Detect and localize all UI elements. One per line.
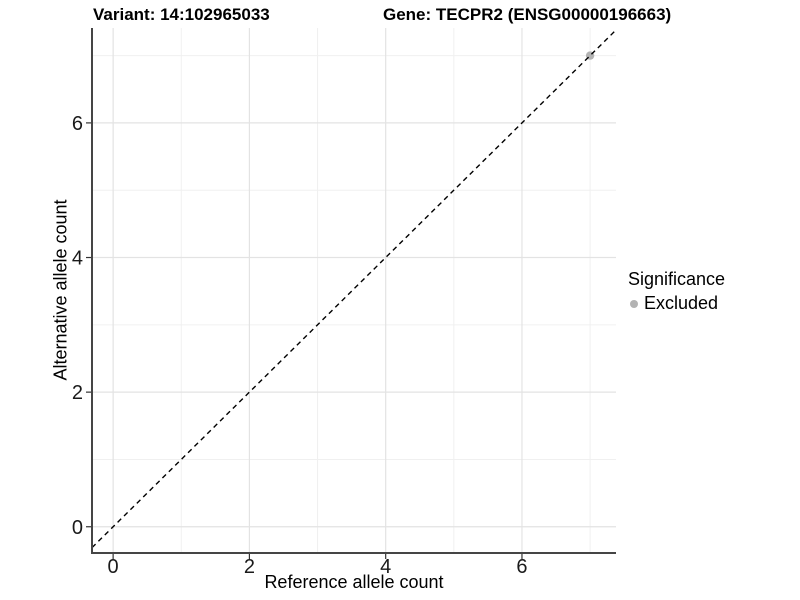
y-tick-label: 4: [72, 248, 83, 270]
x-axis-title: Reference allele count: [264, 572, 444, 592]
x-tick-label: 4: [380, 556, 391, 578]
y-axis-title: Alternative allele count: [50, 199, 71, 381]
legend-entries: Excluded: [628, 293, 725, 314]
legend-entry-label: Excluded: [644, 293, 719, 313]
x-tick-label: 6: [516, 556, 527, 578]
legend-point-icon: [630, 299, 638, 308]
y-tick-label: 2: [72, 382, 83, 404]
reference-line: [91, 29, 617, 549]
legend-title: Significance: [628, 269, 726, 289]
y-tick-label: 0: [72, 517, 83, 539]
x-tick-label: 2: [244, 556, 255, 578]
x-tick-label: 0: [108, 556, 119, 578]
gene-title: Gene: TECPR2 (ENSG00000196663): [383, 5, 672, 24]
y-tick-label: 6: [72, 113, 83, 135]
variant-title: Variant: 14:102965033: [93, 5, 270, 24]
legend-entry: Excluded: [628, 293, 725, 314]
legend: Significance Excluded: [628, 269, 725, 314]
